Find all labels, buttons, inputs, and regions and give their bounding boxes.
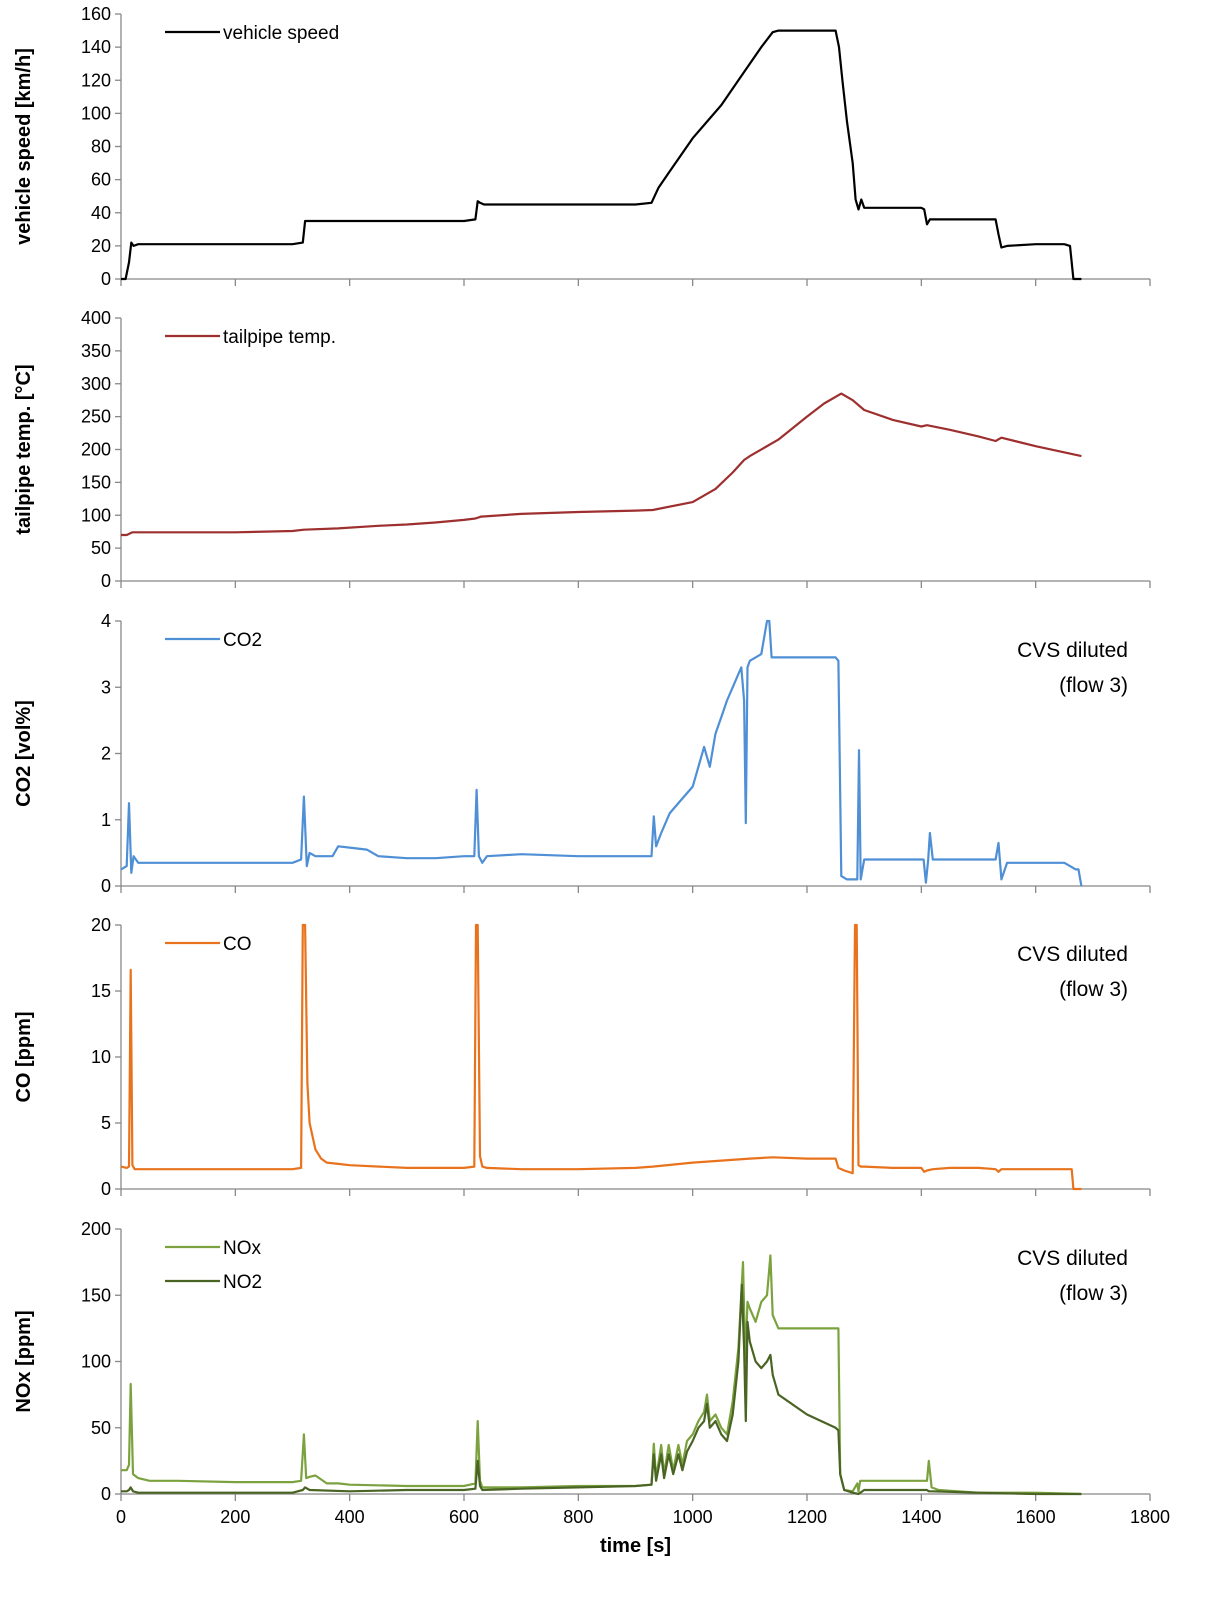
y-tick-label: 250 bbox=[81, 407, 111, 427]
y-tick-label: 120 bbox=[81, 70, 111, 90]
y-tick-label: 4 bbox=[101, 611, 111, 631]
y-tick-label: 20 bbox=[91, 236, 111, 256]
annotation-note: (flow 3) bbox=[1059, 674, 1128, 697]
x-tick-label: 0 bbox=[116, 1507, 126, 1527]
y-tick-label: 0 bbox=[101, 269, 111, 289]
y-tick-label: 200 bbox=[81, 440, 111, 460]
x-tick-label: 1600 bbox=[1016, 1507, 1056, 1527]
x-tick-label: 1000 bbox=[673, 1507, 713, 1527]
annotation-note: CVS diluted bbox=[1017, 943, 1128, 966]
y-axis-label: NOx [ppm] bbox=[13, 1310, 35, 1412]
panel-1: 0 50 100 150 200 250 300 350 400 tailpipe temp. [… bbox=[13, 308, 1151, 591]
y-axis-label: CO [ppm] bbox=[13, 1011, 35, 1102]
y-axis-label: vehicle speed [km/h] bbox=[13, 48, 35, 245]
y-tick-label: 150 bbox=[81, 1285, 111, 1305]
y-tick-label: 0 bbox=[101, 1484, 111, 1504]
y-tick-label: 15 bbox=[91, 981, 111, 1001]
series-line-nox bbox=[121, 1254, 1082, 1496]
y-tick-label: 140 bbox=[81, 37, 111, 57]
panel-3: 0 5 10 15 20 CO [ppm] CO CVS diluted (flow 3) bbox=[13, 915, 1151, 1199]
annotation-note: (flow 3) bbox=[1059, 1282, 1128, 1305]
legend-label: vehicle speed bbox=[223, 23, 339, 44]
y-tick-label: 0 bbox=[101, 571, 111, 591]
x-tick-label: 400 bbox=[335, 1507, 365, 1527]
y-tick-label: 40 bbox=[91, 203, 111, 223]
x-tick-label: 1800 bbox=[1130, 1507, 1170, 1527]
y-tick-label: 2 bbox=[101, 744, 111, 764]
y-tick-label: 400 bbox=[81, 308, 111, 328]
y-tick-label: 50 bbox=[91, 538, 111, 558]
panel-4: 0 50 100 150 200 NOx [ppm] NOx NO2 CVS diluted (f… bbox=[13, 1219, 1170, 1557]
y-tick-label: 350 bbox=[81, 341, 111, 361]
legend-label: NO2 bbox=[223, 1272, 262, 1293]
y-tick-label: 20 bbox=[91, 915, 111, 935]
legend-label: NOx bbox=[223, 1238, 262, 1259]
series-line-vehicle-speed bbox=[121, 29, 1082, 281]
x-tick-label: 1200 bbox=[787, 1507, 827, 1527]
y-axis-label: tailpipe temp. [°C] bbox=[13, 364, 35, 534]
y-tick-label: 5 bbox=[101, 1113, 111, 1133]
y-tick-label: 150 bbox=[81, 472, 111, 492]
y-tick-label: 10 bbox=[91, 1047, 111, 1067]
series-line-co bbox=[120, 923, 1082, 1191]
series-line-tailpipe-temp- bbox=[121, 392, 1082, 537]
panel-2: 0 1 2 3 4 CO2 [vol%] CO2 CVS diluted (flow 3) bbox=[13, 611, 1151, 896]
y-tick-label: 100 bbox=[81, 505, 111, 525]
y-axis-label: CO2 [vol%] bbox=[13, 700, 35, 807]
annotation-note: (flow 3) bbox=[1059, 978, 1128, 1001]
y-tick-label: 0 bbox=[101, 876, 111, 896]
y-tick-label: 200 bbox=[81, 1219, 111, 1239]
y-tick-label: 1 bbox=[101, 810, 111, 830]
x-tick-label: 800 bbox=[563, 1507, 593, 1527]
y-tick-label: 160 bbox=[81, 4, 111, 24]
series-line-co2 bbox=[120, 619, 1083, 887]
y-tick-label: 300 bbox=[81, 374, 111, 394]
panel-0: 0 20 40 60 80 100 120 140 160 vehicle speed [km/h… bbox=[13, 4, 1151, 289]
annotation-note: CVS diluted bbox=[1017, 639, 1128, 662]
y-tick-label: 0 bbox=[101, 1179, 111, 1199]
legend-label: CO2 bbox=[223, 630, 262, 651]
y-tick-label: 60 bbox=[91, 170, 111, 190]
x-tick-label: 600 bbox=[449, 1507, 479, 1527]
y-tick-label: 100 bbox=[81, 1352, 111, 1372]
y-tick-label: 50 bbox=[91, 1418, 111, 1438]
x-tick-label: 1400 bbox=[901, 1507, 941, 1527]
y-tick-label: 100 bbox=[81, 103, 111, 123]
x-tick-label: 200 bbox=[220, 1507, 250, 1527]
series-line-no2 bbox=[121, 1283, 1082, 1496]
y-tick-label: 3 bbox=[101, 677, 111, 697]
x-axis-label: time [s] bbox=[600, 1535, 671, 1557]
legend-label: CO bbox=[223, 934, 252, 955]
annotation-note: CVS diluted bbox=[1017, 1247, 1128, 1270]
y-tick-label: 80 bbox=[91, 137, 111, 157]
legend-label: tailpipe temp. bbox=[223, 327, 336, 348]
